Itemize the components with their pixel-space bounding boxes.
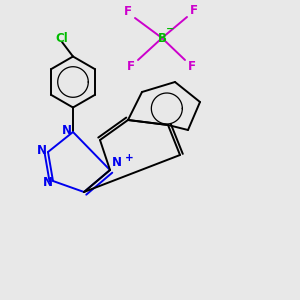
Text: +: + (124, 153, 134, 163)
Text: N: N (37, 145, 47, 158)
Text: N: N (112, 157, 122, 169)
Text: F: F (190, 4, 198, 16)
Text: N: N (43, 176, 53, 188)
Text: F: F (127, 61, 135, 74)
Text: B: B (158, 32, 166, 44)
Text: Cl: Cl (56, 32, 68, 44)
Text: −: − (166, 24, 174, 34)
Text: F: F (188, 61, 196, 74)
Text: N: N (62, 124, 72, 136)
Text: F: F (124, 4, 132, 17)
